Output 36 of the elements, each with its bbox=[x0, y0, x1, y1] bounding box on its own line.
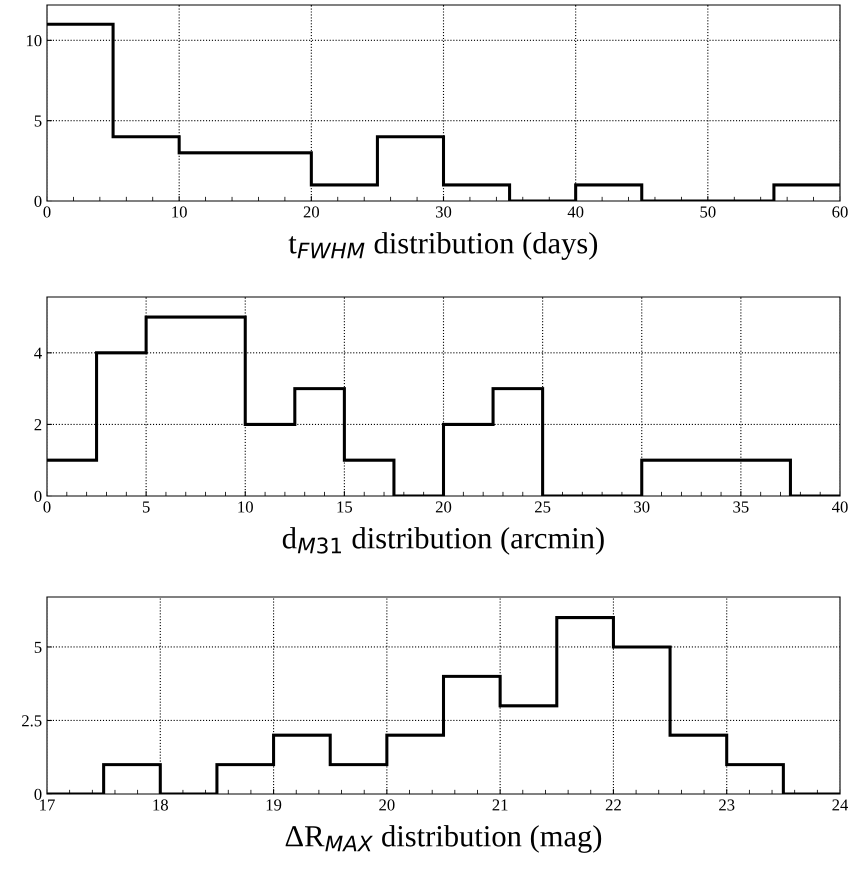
y-tick-label: 0 bbox=[34, 196, 42, 207]
y-tick-label: 2 bbox=[34, 419, 42, 430]
y-tick-label: 10 bbox=[26, 35, 42, 46]
x-tick-label: 18 bbox=[153, 799, 168, 811]
y-tick-label: 4 bbox=[34, 348, 42, 359]
x-tick-label: 60 bbox=[832, 206, 848, 218]
x-tick-label: 0 bbox=[43, 501, 51, 513]
x-tick-label: 5 bbox=[142, 502, 150, 513]
x-tick-label: 22 bbox=[606, 799, 621, 810]
x-tick-label: 20 bbox=[304, 206, 320, 218]
x-axis-title: ΔR$_{MAX}$ distribution (mag) bbox=[286, 825, 602, 853]
x-tick-label: 0 bbox=[43, 206, 51, 218]
x-tick-label: 10 bbox=[172, 206, 187, 218]
x-tick-label: 10 bbox=[238, 501, 253, 513]
x-axis-title: d$_{M31}$ distribution (arcmin) bbox=[282, 527, 604, 555]
x-tick-label: 35 bbox=[733, 501, 749, 513]
x-tick-label: 19 bbox=[266, 799, 282, 811]
x-tick-label: 30 bbox=[436, 206, 452, 218]
y-tick-label: 5 bbox=[34, 642, 42, 653]
x-axis-title: t$_{FWHM}$ distribution (days) bbox=[288, 232, 598, 260]
y-tick-label: 0 bbox=[34, 788, 42, 800]
x-tick-label: 23 bbox=[719, 799, 734, 811]
x-tick-label: 15 bbox=[338, 501, 352, 513]
x-tick-label: 17 bbox=[40, 799, 55, 810]
x-tick-label: 40 bbox=[832, 501, 848, 513]
x-tick-label: 24 bbox=[832, 799, 848, 810]
y-tick-label: 0 bbox=[34, 490, 42, 502]
x-tick-label: 25 bbox=[535, 501, 550, 513]
x-tick-label: 20 bbox=[379, 799, 395, 811]
x-tick-label: 50 bbox=[700, 206, 716, 218]
x-tick-label: 21 bbox=[492, 799, 508, 810]
x-tick-label: 20 bbox=[436, 501, 452, 513]
x-tick-label: 40 bbox=[568, 206, 584, 218]
y-tick-label: 5 bbox=[34, 116, 42, 127]
x-tick-label: 30 bbox=[634, 501, 650, 513]
y-tick-label: 2.5 bbox=[22, 715, 42, 727]
